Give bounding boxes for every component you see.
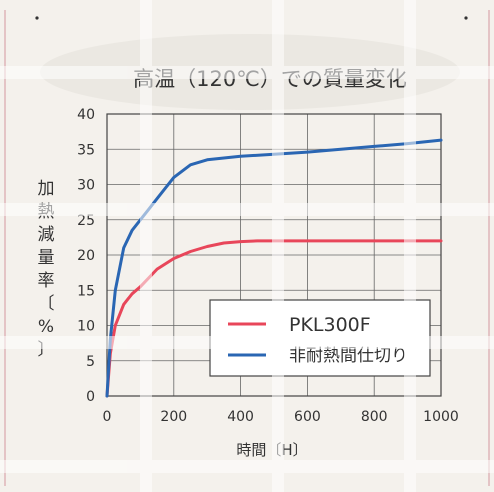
punch-dot-right xyxy=(464,16,468,20)
legend-label-non-heat-resistant: 非耐熱間仕切り xyxy=(289,346,408,366)
y-tick-label: 0 xyxy=(86,389,95,405)
y-tick-label: 35 xyxy=(77,142,95,158)
y-axis-label-char: 減 xyxy=(38,225,55,245)
y-tick-label: 20 xyxy=(77,248,95,264)
y-tick-label: 10 xyxy=(77,319,95,335)
y-axis-label-char: 加 xyxy=(38,179,55,199)
y-axis-label-char: 量 xyxy=(38,248,55,268)
y-axis-label-char: 〔 xyxy=(38,294,55,314)
series-line-0 xyxy=(105,239,443,398)
series-line-1 xyxy=(105,138,443,398)
x-tick-label: 1000 xyxy=(423,409,459,425)
y-tick-label: 30 xyxy=(77,178,95,194)
series-lines xyxy=(105,138,443,398)
y-tick-label: 40 xyxy=(77,107,95,123)
x-tick-label: 200 xyxy=(160,409,187,425)
x-tick-label: 0 xyxy=(103,409,112,425)
punch-dot-left xyxy=(35,16,39,20)
y-axis-label-char: 率 xyxy=(38,271,55,291)
x-tick-label: 600 xyxy=(294,409,321,425)
x-axis-label: 時間〔H〕 xyxy=(236,441,307,459)
x-tick-label: 800 xyxy=(361,409,388,425)
y-axis-label-char: 熱 xyxy=(38,202,55,222)
legend: PKL300F 非耐熱間仕切り xyxy=(209,299,431,377)
y-axis-label-char: 〕 xyxy=(38,340,55,360)
y-tick-label: 25 xyxy=(77,213,95,229)
chart-title: 高温（120℃）での質量変化 xyxy=(133,67,407,91)
y-axis-label-char: % xyxy=(38,317,54,337)
y-tick-label: 15 xyxy=(77,283,95,299)
legend-label-pkl300f: PKL300F xyxy=(289,314,371,336)
x-tick-label: 400 xyxy=(227,409,254,425)
y-tick-label: 5 xyxy=(86,354,95,370)
